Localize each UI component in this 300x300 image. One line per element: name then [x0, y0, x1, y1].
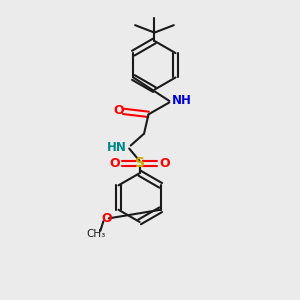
Text: NH: NH [172, 94, 192, 107]
Text: O: O [101, 212, 112, 225]
Text: O: O [110, 157, 120, 170]
Text: HN: HN [107, 140, 127, 154]
Text: S: S [135, 156, 145, 170]
Text: CH₃: CH₃ [86, 229, 106, 239]
Text: O: O [159, 157, 169, 170]
Text: O: O [113, 104, 124, 117]
